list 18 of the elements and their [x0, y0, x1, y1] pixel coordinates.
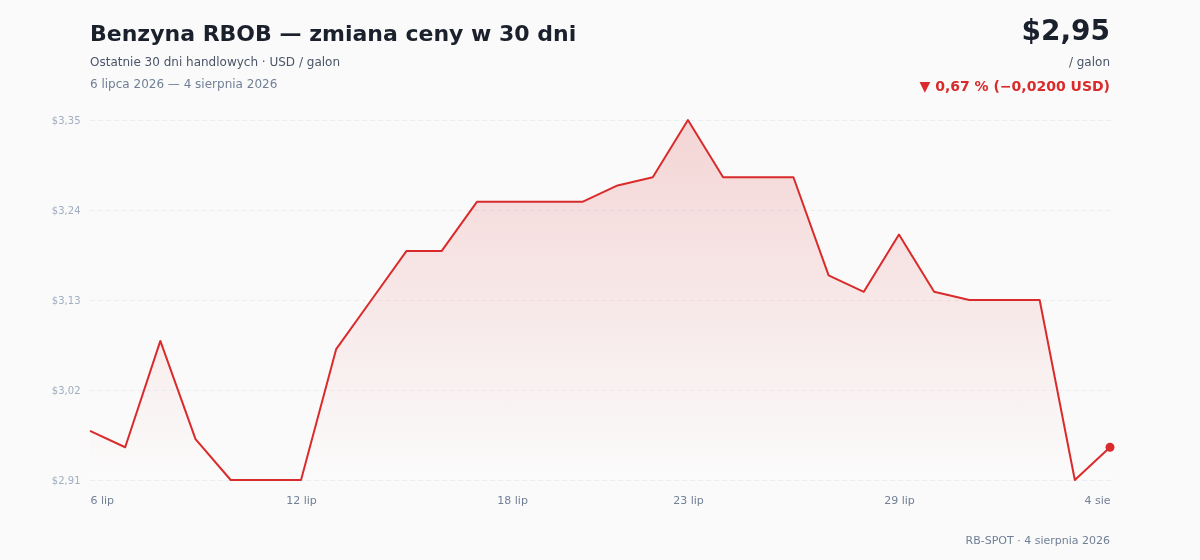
y-tick-label: $3,35 — [51, 114, 81, 126]
x-tick-label: 29 lip — [884, 493, 915, 507]
chart-subtitle: Ostatnie 30 dni handlowych · USD / galon — [90, 55, 341, 69]
text: / galon — [1068, 55, 1110, 69]
x-tick-label: 4 sie — [1084, 493, 1111, 507]
y-tick-label: $2,91 — [51, 474, 81, 486]
y-tick-label: $3,24 — [51, 204, 81, 216]
text: 6 lipca 2026 — 4 sierpnia 2026 — [90, 77, 278, 91]
text: ▼ 0,67 % (−0,0200 USD) — [919, 78, 1110, 94]
x-tick-label: 12 lip — [286, 493, 317, 507]
text: $2,95 — [1021, 14, 1110, 47]
x-tick-label: 6 lip — [90, 493, 115, 507]
text: RB-SPOT · 4 sierpnia 2026 — [965, 534, 1110, 547]
y-tick-label: $3,02 — [51, 384, 81, 396]
chart-title: Benzyna RBOB — zmiana ceny w 30 dni — [90, 21, 577, 46]
x-tick-label: 23 lip — [673, 493, 704, 507]
y-tick-label: $3,13 — [51, 294, 81, 306]
x-tick-label: 18 lip — [497, 493, 528, 507]
